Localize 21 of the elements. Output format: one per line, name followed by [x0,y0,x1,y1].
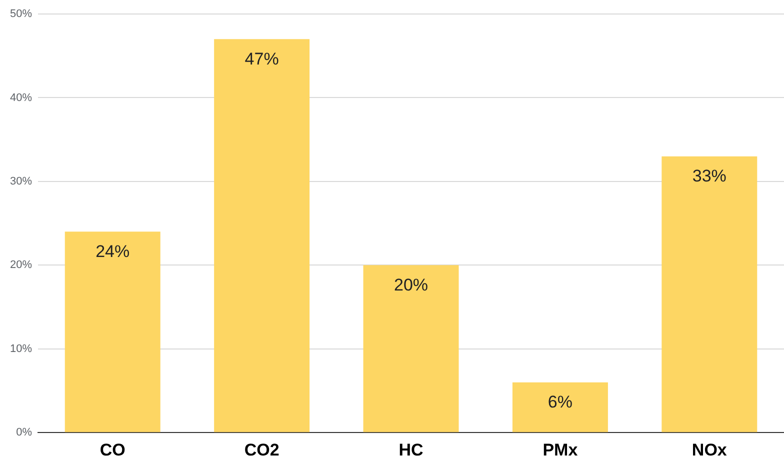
y-tick-label: 10% [10,342,32,355]
data-label: 33% [692,166,726,186]
x-tick-label: PMx [542,440,578,460]
x-tick-label: HC [398,440,424,460]
data-label: 24% [96,242,130,261]
bar [64,232,160,432]
data-label: 6% [548,392,572,412]
bar [214,39,310,432]
y-tick-label: 50% [10,8,32,20]
y-tick-label: 0% [16,426,32,439]
bar [363,265,459,432]
y-tick-label: 30% [10,175,32,188]
data-label: 20% [394,275,428,294]
bar [662,156,758,432]
y-tick-label: 20% [10,259,32,272]
x-tick-label: CO2 [244,440,280,460]
x-tick-label: CO [100,440,126,460]
bar [512,382,608,432]
data-label: 47% [244,49,279,68]
x-tick-label: NOx [692,440,728,460]
y-tick-label: 40% [10,92,32,104]
